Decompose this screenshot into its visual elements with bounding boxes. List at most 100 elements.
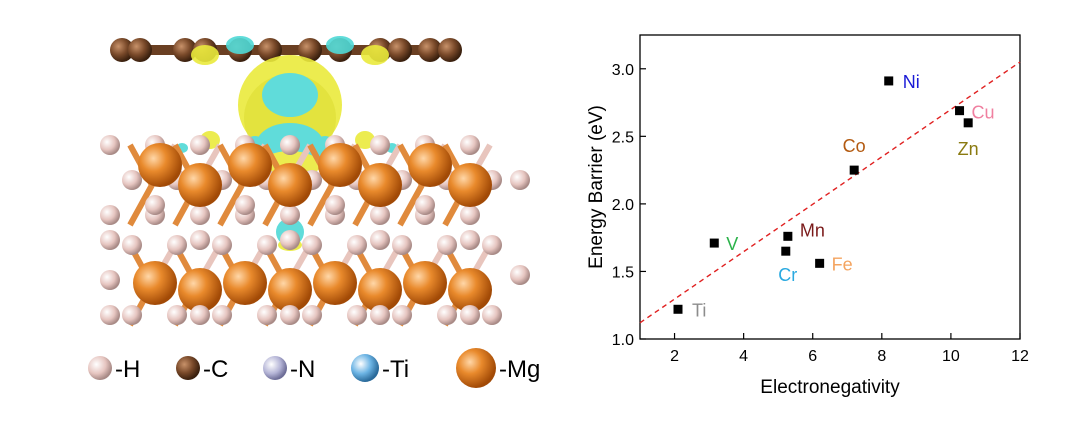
magnesium-atom [358, 268, 402, 312]
magnesium-atom [448, 163, 492, 207]
data-points: Ti V Cr Mn Fe Co Ni Cu Zn [673, 72, 995, 320]
legend-label: -Ti [382, 356, 409, 383]
legend-item: -H [88, 356, 140, 383]
magnesium-atom [318, 143, 362, 187]
hydrogen-atom [122, 170, 142, 190]
x-tick-label: 10 [942, 348, 960, 365]
bond [307, 183, 335, 227]
hydrogen-atom [392, 235, 412, 255]
magnesium-atom [268, 268, 312, 312]
hydrogen-atom [235, 195, 255, 215]
legend-swatch [176, 356, 200, 380]
x-tick-label: 12 [1011, 348, 1029, 365]
point-label: Cr [778, 265, 797, 285]
legend-item: -Mg [456, 348, 540, 388]
y-axis-label: Energy Barrier (eV) [586, 105, 607, 269]
hydrogen-atom [167, 305, 187, 325]
bond [127, 183, 155, 227]
carbon-atom [128, 38, 152, 62]
carbon-atom [258, 38, 282, 62]
magnesium-atom [178, 163, 222, 207]
element-legend: -H -C -N -Ti -Mg [88, 348, 540, 388]
data-point [955, 106, 965, 116]
atomic-structure-figure: -H -C -N -Ti -Mg [88, 36, 540, 388]
y-tick-label: 2.5 [612, 129, 634, 146]
data-point [884, 76, 894, 86]
hydrogen-atom [460, 305, 480, 325]
hydrogen-atom [510, 265, 530, 285]
mgh2-slab [100, 135, 530, 325]
legend-swatch [88, 356, 112, 380]
hydrogen-atom [190, 230, 210, 250]
hydrogen-atom [325, 195, 345, 215]
bond [217, 183, 245, 227]
magnesium-atom [223, 261, 267, 305]
legend-swatch [263, 356, 287, 380]
regression-line [639, 61, 1021, 324]
hydrogen-atom [190, 135, 210, 155]
bond [397, 183, 425, 227]
data-point [783, 231, 793, 241]
magnesium-atom [358, 163, 402, 207]
hydrogen-atom [100, 270, 120, 290]
carbon-atom [388, 38, 412, 62]
hydrogen-atom [437, 235, 457, 255]
hydrogen-atom [370, 305, 390, 325]
y-tick-label: 3.0 [612, 62, 634, 79]
hydrogen-atom [347, 235, 367, 255]
legend-item: -C [176, 356, 228, 383]
magnesium-atom [138, 143, 182, 187]
carbon-atom [173, 38, 197, 62]
hydrogen-atom [257, 235, 277, 255]
point-label: Ni [903, 72, 920, 92]
hydrogen-atom [167, 235, 187, 255]
x-tick-label: 8 [877, 348, 886, 365]
magnesium-atom [408, 143, 452, 187]
point-label: Ti [692, 300, 706, 320]
hydrogen-atom [100, 230, 120, 250]
magnesium-atom [228, 143, 272, 187]
magnesium-atom [133, 261, 177, 305]
hydrogen-atom [280, 230, 300, 250]
y-tick-label: 1.5 [612, 264, 634, 281]
carbon-atom [110, 38, 134, 62]
magnesium-atom [403, 261, 447, 305]
hydrogen-atom [190, 305, 210, 325]
hydrogen-atom [100, 135, 120, 155]
magnesium-atom [448, 268, 492, 312]
hydrogen-atom [100, 305, 120, 325]
data-point [673, 304, 683, 314]
hydrogen-atom [212, 305, 232, 325]
axis-ticks: 2 4 6 8 10 12 1.0 1.5 2.0 2.5 3.0 [612, 62, 1029, 365]
magnesium-atom [313, 261, 357, 305]
fit-line [639, 61, 1021, 324]
point-label: Zn [958, 139, 979, 159]
hydrogen-atom [122, 235, 142, 255]
legend-swatch [456, 348, 496, 388]
hydrogen-atom [100, 205, 120, 225]
hydrogen-atom [460, 135, 480, 155]
hydrogen-atom [510, 170, 530, 190]
point-label: Co [843, 136, 866, 156]
hydrogen-atom [460, 230, 480, 250]
hydrogen-atom [280, 205, 300, 225]
point-label: Cu [972, 103, 995, 123]
point-label: Fe [832, 254, 853, 274]
data-point [849, 165, 859, 175]
data-point [781, 246, 791, 256]
y-tick-label: 2.0 [612, 197, 634, 214]
hydrogen-atom [302, 305, 322, 325]
hydrogen-atom [347, 305, 367, 325]
data-point [709, 238, 719, 248]
hydrogen-atom [370, 230, 390, 250]
hydrogen-atom [370, 135, 390, 155]
carbon-atom [298, 38, 322, 62]
legend-label: -Mg [499, 356, 540, 383]
hydrogen-atom [370, 205, 390, 225]
hydrogen-atom [302, 235, 322, 255]
data-point [815, 258, 825, 268]
carbon-atom [438, 38, 462, 62]
x-tick-label: 2 [670, 348, 679, 365]
x-axis-label: Electronegativity [760, 377, 900, 398]
